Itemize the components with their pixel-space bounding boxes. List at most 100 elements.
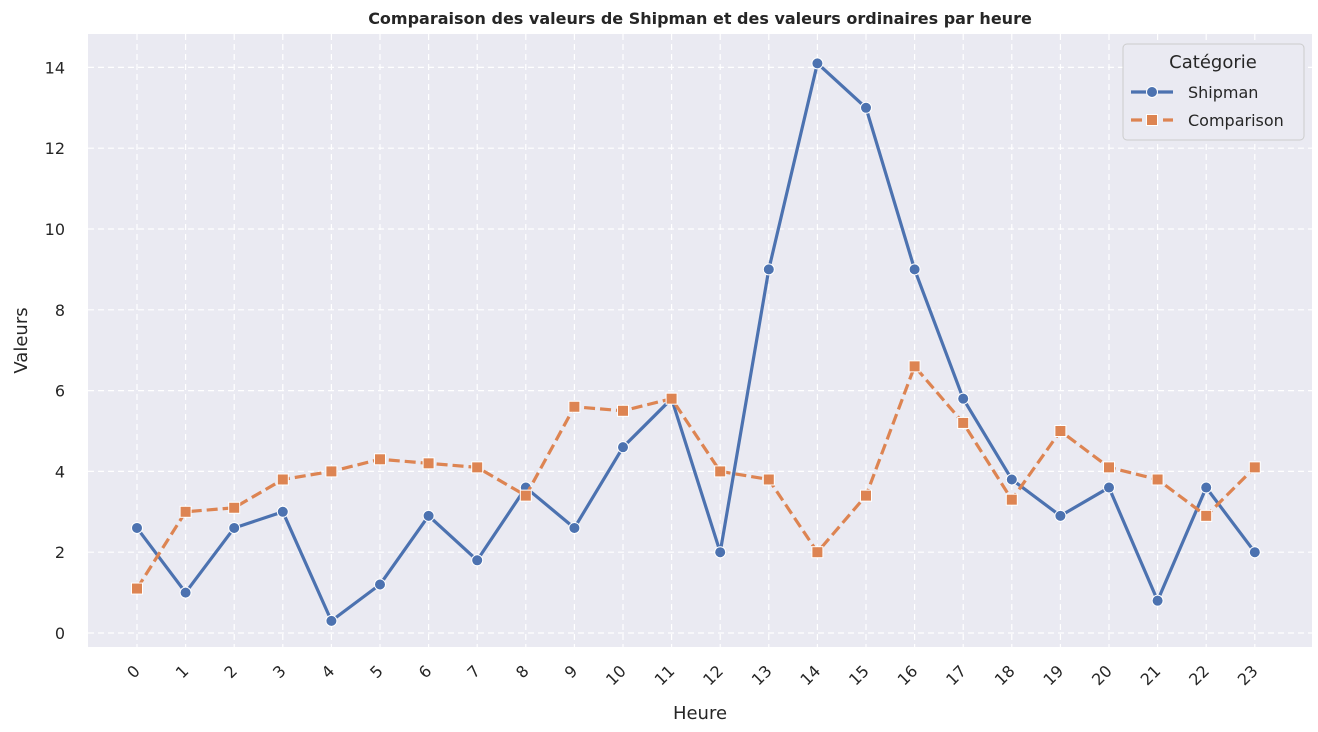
y-tick-label: 0	[55, 624, 65, 643]
x-tick-label: 16	[894, 661, 922, 689]
data-point-shipman	[131, 521, 143, 534]
x-tick-label: 9	[561, 661, 582, 682]
data-point-shipman	[762, 263, 775, 276]
data-point-comparison	[1054, 425, 1067, 437]
data-point-comparison	[714, 465, 727, 478]
data-point-shipman	[1005, 473, 1018, 486]
data-point-shipman	[617, 441, 629, 454]
series-layer	[131, 57, 1261, 627]
data-point-comparison	[1103, 461, 1115, 474]
data-point-comparison	[131, 582, 143, 595]
data-point-comparison	[908, 360, 921, 373]
y-tick-label: 2	[55, 543, 65, 562]
x-tick-label: 8	[512, 661, 533, 682]
x-tick-label: 6	[415, 661, 436, 682]
data-point-shipman	[374, 578, 386, 591]
data-point-shipman	[276, 505, 289, 518]
data-point-comparison	[860, 489, 872, 502]
data-point-shipman	[811, 57, 824, 70]
data-point-comparison	[422, 457, 435, 470]
legend-box	[1122, 43, 1305, 141]
data-point-shipman	[1151, 594, 1164, 607]
x-tick-label: 22	[1185, 661, 1213, 689]
data-point-shipman	[471, 554, 484, 567]
data-point-shipman	[1103, 481, 1115, 494]
data-point-comparison	[1248, 461, 1261, 474]
data-point-comparison	[957, 416, 970, 429]
series-line-shipman	[135, 61, 1257, 623]
x-tick-label: 23	[1234, 661, 1262, 689]
x-axis-label: Heure	[673, 703, 727, 724]
data-point-shipman	[179, 586, 192, 599]
legend-items: Shipman Comparison	[1131, 83, 1284, 130]
x-tick-label: 7	[463, 661, 484, 682]
data-point-shipman	[228, 521, 241, 534]
data-point-comparison	[762, 473, 775, 486]
legend-title: Catégorie	[1169, 52, 1257, 73]
series-shipman	[131, 57, 1261, 627]
data-point-comparison	[1200, 509, 1213, 522]
data-point-shipman	[957, 392, 970, 405]
grid	[88, 34, 1312, 647]
x-tick-label: 17	[942, 661, 970, 689]
data-point-shipman	[1200, 481, 1213, 494]
y-axis-label: Valeurs	[11, 307, 32, 373]
x-tick-label: 11	[651, 661, 679, 689]
y-tick-label: 4	[55, 462, 65, 481]
y-tick-label: 12	[45, 139, 65, 158]
x-tick-label: 4	[318, 661, 339, 682]
x-tick-label: 10	[602, 661, 630, 689]
legend-label: Comparison	[1188, 111, 1284, 130]
data-point-shipman	[1054, 509, 1067, 522]
data-point-comparison	[568, 400, 581, 413]
x-tick-label: 5	[366, 661, 387, 682]
chart-title: Comparaison des valeurs de Shipman et de…	[368, 9, 1032, 28]
legend-label: Shipman	[1188, 83, 1258, 102]
plot-area	[88, 34, 1312, 647]
data-point-comparison	[471, 461, 484, 474]
legend-swatch-marker	[1146, 114, 1158, 126]
data-point-comparison	[1151, 473, 1164, 486]
data-point-comparison	[276, 473, 289, 486]
x-tick-label: 2	[220, 661, 241, 682]
series-line-comparison	[135, 364, 1256, 590]
x-tick-label: 21	[1137, 661, 1165, 689]
x-tick-label: 14	[796, 661, 824, 689]
series-comparison	[131, 360, 1261, 595]
data-point-comparison	[179, 505, 192, 518]
data-point-comparison	[325, 465, 338, 478]
legend-swatch-marker	[1146, 86, 1158, 98]
x-tick-label: 1	[172, 661, 193, 682]
data-point-comparison	[228, 501, 241, 514]
y-tick-label: 6	[55, 382, 65, 401]
data-point-shipman	[422, 509, 435, 522]
data-point-shipman	[714, 546, 727, 559]
legend: Catégorie Shipman Comparison	[1122, 43, 1305, 141]
x-tick-label: 13	[748, 661, 776, 689]
legend-item-shipman: Shipman	[1131, 83, 1258, 102]
x-tick-label: 20	[1088, 661, 1116, 689]
data-point-comparison	[665, 392, 678, 405]
data-point-shipman	[860, 101, 872, 114]
x-tick-label: 12	[699, 661, 727, 689]
x-tick-label: 3	[269, 661, 290, 682]
y-tick-label: 8	[55, 301, 65, 320]
x-tick-label: 19	[1039, 661, 1067, 689]
data-point-shipman	[325, 614, 338, 627]
data-point-comparison	[617, 404, 629, 417]
legend-item-comparison: Comparison	[1131, 111, 1284, 130]
y-tick-label: 14	[45, 58, 65, 77]
x-tick-label: 18	[991, 661, 1019, 689]
x-tick-label: 0	[123, 661, 144, 682]
data-point-shipman	[568, 521, 581, 534]
data-point-comparison	[811, 546, 824, 559]
data-point-comparison	[374, 453, 386, 466]
y-tick-label: 10	[45, 220, 65, 239]
data-point-shipman	[1248, 546, 1261, 559]
data-point-comparison	[1005, 493, 1018, 506]
data-point-shipman	[908, 263, 921, 276]
x-tick-label: 15	[845, 661, 873, 689]
data-point-comparison	[519, 489, 532, 502]
